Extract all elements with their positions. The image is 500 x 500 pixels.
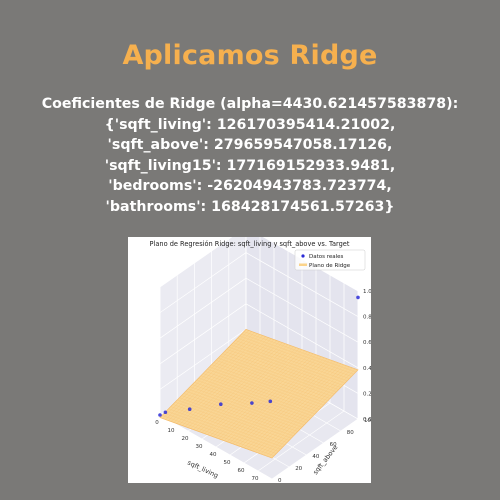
plane-mesh-line: [243, 331, 356, 373]
x-tick-label: 0: [155, 420, 159, 426]
plane-mesh-line: [187, 388, 301, 430]
plane-mesh-line: [205, 371, 318, 412]
grid-line: [159, 303, 359, 369]
plane-mesh-line: [213, 362, 326, 404]
data-point: [187, 407, 192, 411]
plane-mesh-line: [192, 384, 305, 426]
plane-mesh-line: [170, 406, 283, 448]
y-tick-label: 40: [312, 454, 319, 460]
z-tick-label: 0.0: [363, 417, 371, 423]
plane-mesh-line: [196, 379, 309, 421]
plane-mesh-line: [209, 366, 322, 408]
legend-marker-points: [301, 254, 305, 258]
x-tick-label: 70: [252, 476, 259, 482]
y-tick-label: 80: [347, 430, 354, 436]
plane-mesh-line: [190, 386, 303, 428]
z-tick-label: 0.6: [363, 340, 371, 346]
legend-box: [294, 249, 366, 271]
x-axis-label: sqft_living: [186, 459, 219, 480]
plane-mesh-line: [245, 329, 359, 371]
data-point: [158, 413, 162, 417]
plane-mesh-line: [233, 342, 346, 384]
plane-mesh-line: [183, 393, 296, 434]
z-tick-label: 0.8: [363, 315, 371, 321]
legend-marker-plane: [299, 263, 307, 266]
coefficients-line: 'bedrooms': -26204943783.723774,: [108, 178, 392, 195]
x-tick-label: 40: [210, 452, 217, 458]
coefficients-text: Coeficientes de Ridge (alpha=4430.621457…: [0, 94, 500, 218]
plane-mesh-line: [230, 344, 344, 386]
slide-title: Aplicamos Ridge: [122, 40, 378, 71]
z-tick-label: 0.4: [363, 366, 371, 372]
plane-mesh-line: [168, 408, 281, 450]
data-point: [268, 399, 273, 404]
plane-mesh-line: [164, 412, 277, 454]
grid-line: [159, 252, 359, 317]
chart-title: Plano de Regresión Ridge: sqft_living y …: [150, 240, 350, 248]
plane-mesh-line: [235, 340, 348, 382]
data-point: [250, 401, 254, 405]
plane-mesh-line: [162, 415, 275, 456]
plane-mesh-line: [220, 355, 333, 397]
data-point: [163, 410, 168, 415]
x-tick-label: 10: [168, 428, 175, 434]
ridge-plot-svg: 010203040506070800204060801000.00.20.40.…: [150, 237, 371, 483]
plane-mesh-line: [224, 351, 337, 393]
plane-mesh-line: [200, 375, 313, 417]
coefficients-line: 'sqft_living15': 177169152933.9481,: [104, 157, 396, 174]
x-tick-label: 30: [196, 444, 203, 450]
legend-label-plane: Plano de Ridge: [309, 263, 351, 269]
coefficients-line: {'sqft_living': 126170395414.21002,: [104, 116, 396, 133]
plane-mesh-line: [198, 377, 311, 419]
plane-mesh-line: [228, 346, 341, 388]
data-point: [219, 402, 223, 406]
plane-mesh-line: [211, 364, 324, 406]
z-tick-label: 0.2: [363, 391, 371, 397]
plane-mesh-line: [239, 335, 352, 377]
plane-mesh-line: [202, 373, 316, 415]
plane-mesh-line: [237, 338, 350, 379]
y-tick-label: 0: [278, 478, 282, 483]
ridge-plot: 010203040506070800204060801000.00.20.40.…: [128, 237, 371, 483]
plane-mesh-line: [174, 401, 288, 443]
x-tick-label: 20: [182, 436, 189, 442]
y-tick-label: 60: [330, 442, 337, 448]
data-point: [356, 295, 360, 300]
coefficients-line: 'bathrooms': 168428174561.57263}: [105, 198, 395, 215]
plane-mesh-line: [177, 399, 290, 441]
plane-mesh-line: [159, 417, 273, 459]
legend-label-points: Datos reales: [309, 254, 344, 260]
y-tick-label: 100: [364, 418, 371, 424]
plane-mesh-line: [241, 333, 354, 375]
y-tick-label: 20: [295, 466, 302, 472]
plane-mesh-line: [222, 353, 335, 395]
plane-mesh-line: [217, 357, 331, 399]
grid-line: [159, 277, 359, 343]
plane-mesh-line: [166, 410, 279, 452]
plane-mesh-line: [207, 368, 320, 410]
plane-mesh-line: [181, 395, 294, 437]
x-tick-label: 60: [238, 468, 245, 474]
coefficients-line: 'sqft_above': 279659547058.17126,: [107, 137, 393, 154]
plane-mesh-line: [185, 390, 298, 432]
plane-mesh-line: [271, 369, 359, 459]
plane-mesh-line: [172, 404, 285, 445]
plane-mesh-line: [215, 360, 328, 401]
plane-mesh-line: [226, 349, 339, 390]
plane-mesh-line: [179, 397, 292, 439]
z-tick-label: 1.0: [363, 289, 371, 295]
x-tick-label: 50: [224, 460, 231, 466]
coefficients-line: Coeficientes de Ridge (alpha=4430.621457…: [41, 96, 459, 112]
